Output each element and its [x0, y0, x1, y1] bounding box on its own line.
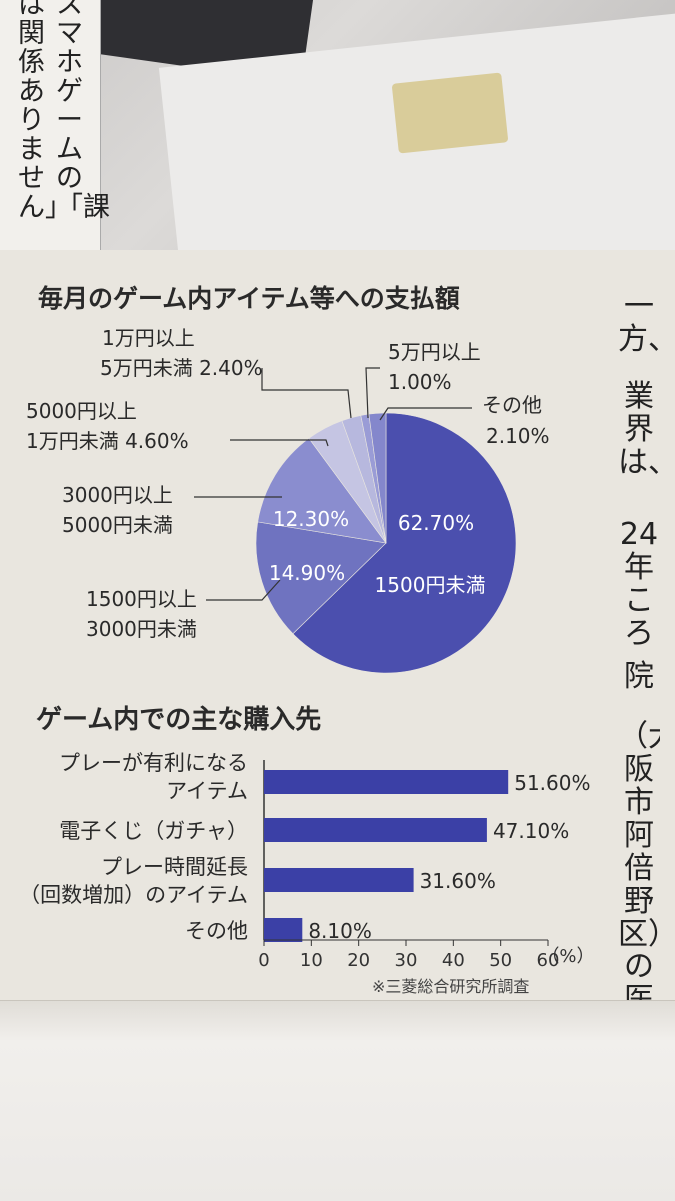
pie-slice [257, 437, 387, 544]
pie-outside-label: その他 [482, 393, 542, 417]
bar-category-label: プレーが有利になる [59, 751, 248, 775]
bar-tick-label: 20 [347, 950, 370, 971]
pie-outside-label: 1万円未満 4.60% [26, 429, 189, 453]
bar [264, 868, 414, 892]
bar-value-label: 31.60% [420, 869, 496, 893]
pie-outside-label: 3000円未満 [86, 617, 197, 641]
bar [264, 918, 303, 942]
pie-outside-label: 2.10% [486, 424, 550, 448]
chart-area: 毎月のゲーム内アイテム等への支払額 62.70% 1500円未満 14.90% 12.… [19, 284, 594, 996]
pie-slice [255, 521, 387, 635]
pie-slice [368, 412, 387, 544]
pie-leader-line [365, 367, 380, 419]
bar-axis-ticks: 0 10 20 30 40 50 60 [258, 939, 560, 971]
pie-labels: 62.70% 1500円未満 14.90% 12.30% 1500円以上 3000円未満 3… [26, 326, 550, 641]
pie-leader-line [379, 407, 472, 421]
pie-leader-line [261, 368, 352, 419]
side-text-2: 業界は、 [618, 379, 675, 480]
header-photo [0, 0, 675, 250]
paper-background [0, 1000, 675, 1201]
pie-inside-label: 12.30% [273, 507, 349, 531]
bar-tick-label: 40 [442, 950, 465, 971]
pie-outside-label: 1万円以上 [102, 326, 195, 350]
caption-column-1: スマホゲームの「課 [56, 0, 110, 223]
bar [264, 818, 487, 842]
pie-outside-label: 3000円以上 [62, 483, 173, 507]
bar-tick-label: 60 [537, 950, 560, 971]
pie-leader-line [206, 579, 281, 601]
pie-outside-label: 5万円未満 2.40% [100, 356, 263, 380]
pie-chart-title: 毎月のゲーム内アイテム等への支払額 [38, 284, 460, 313]
bar-tick-label: 30 [395, 950, 418, 971]
bar-axis-unit: （%） [541, 946, 594, 967]
pie-outside-label: 1.00% [388, 370, 452, 394]
bar-value-label: 51.60% [514, 771, 590, 795]
bar-category-label: アイテム [166, 779, 248, 803]
caption-column-2: は関係ありません」 [18, 0, 72, 223]
side-text-5: （大阪市阿倍野区） [618, 720, 660, 952]
pie-inside-label: 1500円未満 [375, 573, 486, 597]
side-article-column: 一方、 業界は、 24年ころ 院 （大阪市阿倍野区） の医 [618, 250, 675, 1016]
bar-tick-label: 50 [489, 950, 512, 971]
pie-inside-label: 14.90% [269, 561, 345, 585]
pie-outside-label: 5万円以上 [388, 340, 481, 364]
pie-outside-label: 5000円以上 [26, 399, 137, 423]
bars: 51.60% 47.10% 31.60% 8.10% [264, 770, 591, 943]
bar [264, 770, 509, 794]
bar-tick-label: 10 [300, 950, 323, 971]
source-note: ※三菱総合研究所調査 [372, 977, 529, 996]
bar-category-label: プレー時間延長 [101, 855, 248, 879]
bar-chart-title: ゲーム内での主な購入先 [36, 705, 321, 735]
bar-category-label: （回数増加）のアイテム [19, 883, 248, 907]
pie-slices [255, 412, 517, 674]
bar-value-label: 8.10% [308, 919, 372, 943]
bar-category-label: その他 [185, 919, 248, 943]
photo-card-chip [391, 72, 509, 154]
side-text-4: 院 [624, 659, 654, 694]
pie-leader-line [230, 439, 329, 447]
side-text-1: 一方、 [618, 289, 675, 357]
bar-category-label: 電子くじ（ガチャ） [59, 819, 248, 843]
pie-chart: 62.70% 1500円未満 14.90% 12.30% 1500円以上 3000円未満 3… [26, 326, 550, 674]
pie-slice [292, 412, 517, 674]
side-text-3: 24年ころ [619, 517, 659, 651]
pie-outside-label: 1500円以上 [86, 587, 197, 611]
bar-tick-label: 0 [258, 950, 269, 971]
photo-caption: スマホゲームの「課 は関係ありません」 [0, 0, 110, 250]
bar-value-label: 47.10% [493, 819, 569, 843]
pie-inside-label: 62.70% [398, 511, 474, 535]
pie-outside-label: 5000円未満 [62, 513, 173, 537]
